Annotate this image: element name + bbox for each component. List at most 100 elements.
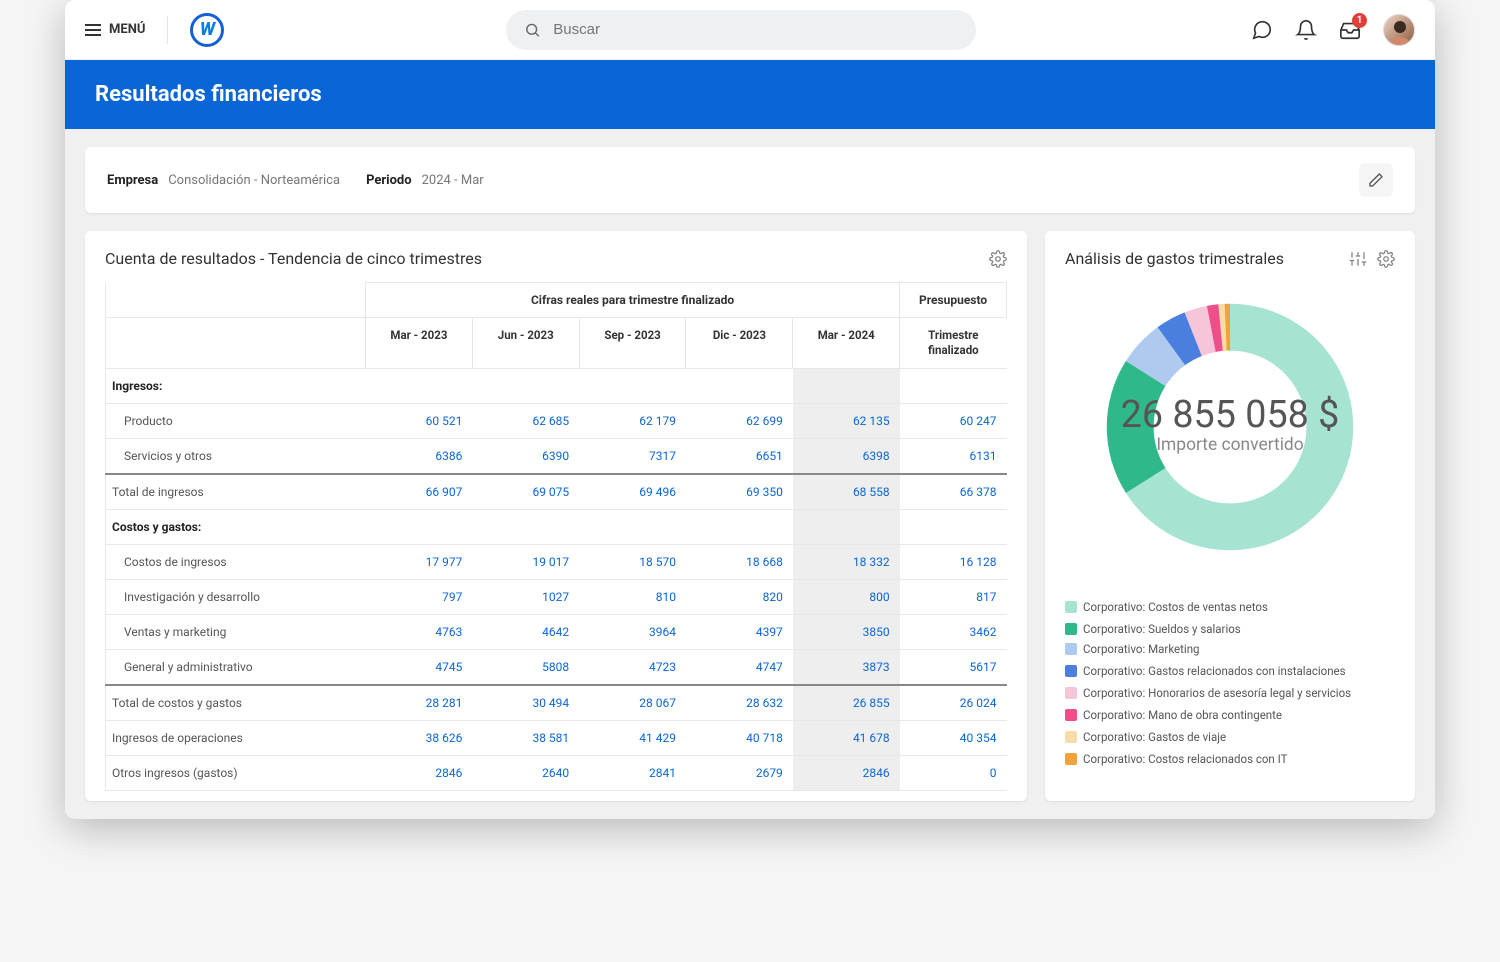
cell-value[interactable]: 4723 bbox=[579, 649, 686, 685]
cell-value[interactable]: 69 075 bbox=[472, 474, 579, 510]
cell-value[interactable]: 3462 bbox=[900, 614, 1007, 649]
cell-value[interactable]: 3850 bbox=[793, 614, 900, 649]
sliders-icon[interactable] bbox=[1349, 250, 1367, 268]
cell-value[interactable]: 18 332 bbox=[793, 544, 900, 579]
cell-value[interactable]: 6131 bbox=[900, 438, 1007, 474]
legend-row: Corporativo: Costos de ventas netos bbox=[1065, 600, 1395, 614]
cell-value[interactable]: 7317 bbox=[579, 438, 686, 474]
gear-icon[interactable] bbox=[989, 250, 1007, 268]
cell-value[interactable]: 28 281 bbox=[366, 685, 473, 721]
cell-value[interactable]: 62 699 bbox=[686, 403, 793, 438]
legend-swatch bbox=[1065, 753, 1077, 765]
cell-value[interactable]: 2846 bbox=[793, 755, 900, 790]
row-label: Ventas y marketing bbox=[106, 614, 366, 649]
table-row: Servicios y otros63866390731766516398613… bbox=[106, 438, 1007, 474]
inbox-icon[interactable]: 1 bbox=[1339, 19, 1361, 41]
legend-item[interactable]: Corporativo: Honorarios de asesoría lega… bbox=[1065, 686, 1351, 700]
column-header: Dic - 2023 bbox=[686, 318, 793, 369]
cell-value[interactable]: 62 179 bbox=[579, 403, 686, 438]
cell-value[interactable]: 18 668 bbox=[686, 544, 793, 579]
cell-value[interactable]: 38 581 bbox=[472, 720, 579, 755]
cell-value[interactable]: 800 bbox=[793, 579, 900, 614]
cell-value[interactable]: 38 626 bbox=[366, 720, 473, 755]
cell-value[interactable]: 817 bbox=[900, 579, 1007, 614]
legend-item[interactable]: Corporativo: Gastos relacionados con ins… bbox=[1065, 664, 1346, 678]
actuals-group-header: Cifras reales para trimestre finalizado bbox=[366, 283, 900, 318]
cell-value[interactable]: 69 496 bbox=[579, 474, 686, 510]
table-panel-title: Cuenta de resultados - Tendencia de cinc… bbox=[105, 249, 989, 268]
topbar: MENÚ W 1 bbox=[65, 0, 1435, 60]
cell-value[interactable]: 60 521 bbox=[366, 403, 473, 438]
cell-value[interactable]: 4642 bbox=[472, 614, 579, 649]
legend-label: Corporativo: Honorarios de asesoría lega… bbox=[1083, 686, 1351, 700]
legend-item[interactable]: Corporativo: Costos relacionados con IT bbox=[1065, 752, 1287, 766]
search-input[interactable] bbox=[553, 21, 958, 38]
avatar[interactable] bbox=[1383, 14, 1415, 46]
cell-value[interactable]: 2640 bbox=[472, 755, 579, 790]
cell-value[interactable]: 26 855 bbox=[793, 685, 900, 721]
legend-item[interactable]: Corporativo: Sueldos y salarios bbox=[1065, 622, 1241, 636]
legend-row: Corporativo: Gastos de viaje bbox=[1065, 730, 1395, 744]
cell-value[interactable]: 41 429 bbox=[579, 720, 686, 755]
cell-value[interactable]: 62 685 bbox=[472, 403, 579, 438]
table-row: Costos de ingresos17 97719 01718 57018 6… bbox=[106, 544, 1007, 579]
cell-value[interactable]: 6398 bbox=[793, 438, 900, 474]
cell-value[interactable]: 0 bbox=[900, 755, 1007, 790]
workday-logo[interactable]: W bbox=[190, 13, 224, 47]
legend-item[interactable]: Corporativo: Marketing bbox=[1065, 642, 1200, 656]
cell-value[interactable]: 1027 bbox=[472, 579, 579, 614]
cell-value[interactable]: 28 632 bbox=[686, 685, 793, 721]
donut-panel-title: Análisis de gastos trimestrales bbox=[1065, 249, 1349, 268]
cell-value[interactable]: 5617 bbox=[900, 649, 1007, 685]
cell-value[interactable]: 66 378 bbox=[900, 474, 1007, 510]
legend-item[interactable]: Corporativo: Gastos de viaje bbox=[1065, 730, 1226, 744]
edit-button[interactable] bbox=[1359, 163, 1393, 197]
cell-value[interactable]: 28 067 bbox=[579, 685, 686, 721]
table-row: Producto60 52162 68562 17962 69962 13560… bbox=[106, 403, 1007, 438]
cell-value[interactable]: 6651 bbox=[686, 438, 793, 474]
filter-period-label: Periodo bbox=[366, 173, 412, 188]
cell-value[interactable]: 4763 bbox=[366, 614, 473, 649]
bell-icon[interactable] bbox=[1295, 19, 1317, 41]
column-header: Jun - 2023 bbox=[472, 318, 579, 369]
cell-value[interactable]: 4747 bbox=[686, 649, 793, 685]
cell-value[interactable]: 62 135 bbox=[793, 403, 900, 438]
cell-value[interactable]: 16 128 bbox=[900, 544, 1007, 579]
cell-value[interactable]: 30 494 bbox=[472, 685, 579, 721]
cell-value[interactable]: 4745 bbox=[366, 649, 473, 685]
cell-value[interactable]: 6386 bbox=[366, 438, 473, 474]
cell-value[interactable]: 3873 bbox=[793, 649, 900, 685]
donut-legend: Corporativo: Costos de ventas netos Corpo… bbox=[1065, 600, 1395, 774]
cell-value[interactable]: 40 354 bbox=[900, 720, 1007, 755]
cell-value[interactable]: 810 bbox=[579, 579, 686, 614]
cell-value[interactable]: 3964 bbox=[579, 614, 686, 649]
cell-value[interactable]: 5808 bbox=[472, 649, 579, 685]
cell-value[interactable]: 2841 bbox=[579, 755, 686, 790]
cell-value[interactable]: 69 350 bbox=[686, 474, 793, 510]
cell-value[interactable]: 19 017 bbox=[472, 544, 579, 579]
cell-value[interactable]: 4397 bbox=[686, 614, 793, 649]
cell-value[interactable]: 26 024 bbox=[900, 685, 1007, 721]
cell-value[interactable]: 68 558 bbox=[793, 474, 900, 510]
legend-item[interactable]: Corporativo: Mano de obra contingente bbox=[1065, 708, 1282, 722]
cell-value[interactable]: 17 977 bbox=[366, 544, 473, 579]
gear-icon[interactable] bbox=[1377, 250, 1395, 268]
menu-button[interactable]: MENÚ bbox=[85, 22, 145, 37]
cell-value[interactable]: 820 bbox=[686, 579, 793, 614]
search-field[interactable] bbox=[506, 10, 976, 50]
cell-value[interactable]: 60 247 bbox=[900, 403, 1007, 438]
cell-value[interactable]: 797 bbox=[366, 579, 473, 614]
cell-value[interactable]: 2846 bbox=[366, 755, 473, 790]
legend-label: Corporativo: Gastos de viaje bbox=[1083, 730, 1226, 744]
donut-center-value: 26 855 058 $ bbox=[1121, 393, 1340, 437]
cell-value[interactable]: 66 907 bbox=[366, 474, 473, 510]
cell-value[interactable]: 2679 bbox=[686, 755, 793, 790]
chat-icon[interactable] bbox=[1251, 19, 1273, 41]
legend-swatch bbox=[1065, 643, 1077, 655]
legend-swatch bbox=[1065, 601, 1077, 613]
cell-value[interactable]: 40 718 bbox=[686, 720, 793, 755]
legend-item[interactable]: Corporativo: Costos de ventas netos bbox=[1065, 600, 1268, 614]
cell-value[interactable]: 41 678 bbox=[793, 720, 900, 755]
cell-value[interactable]: 18 570 bbox=[579, 544, 686, 579]
cell-value[interactable]: 6390 bbox=[472, 438, 579, 474]
